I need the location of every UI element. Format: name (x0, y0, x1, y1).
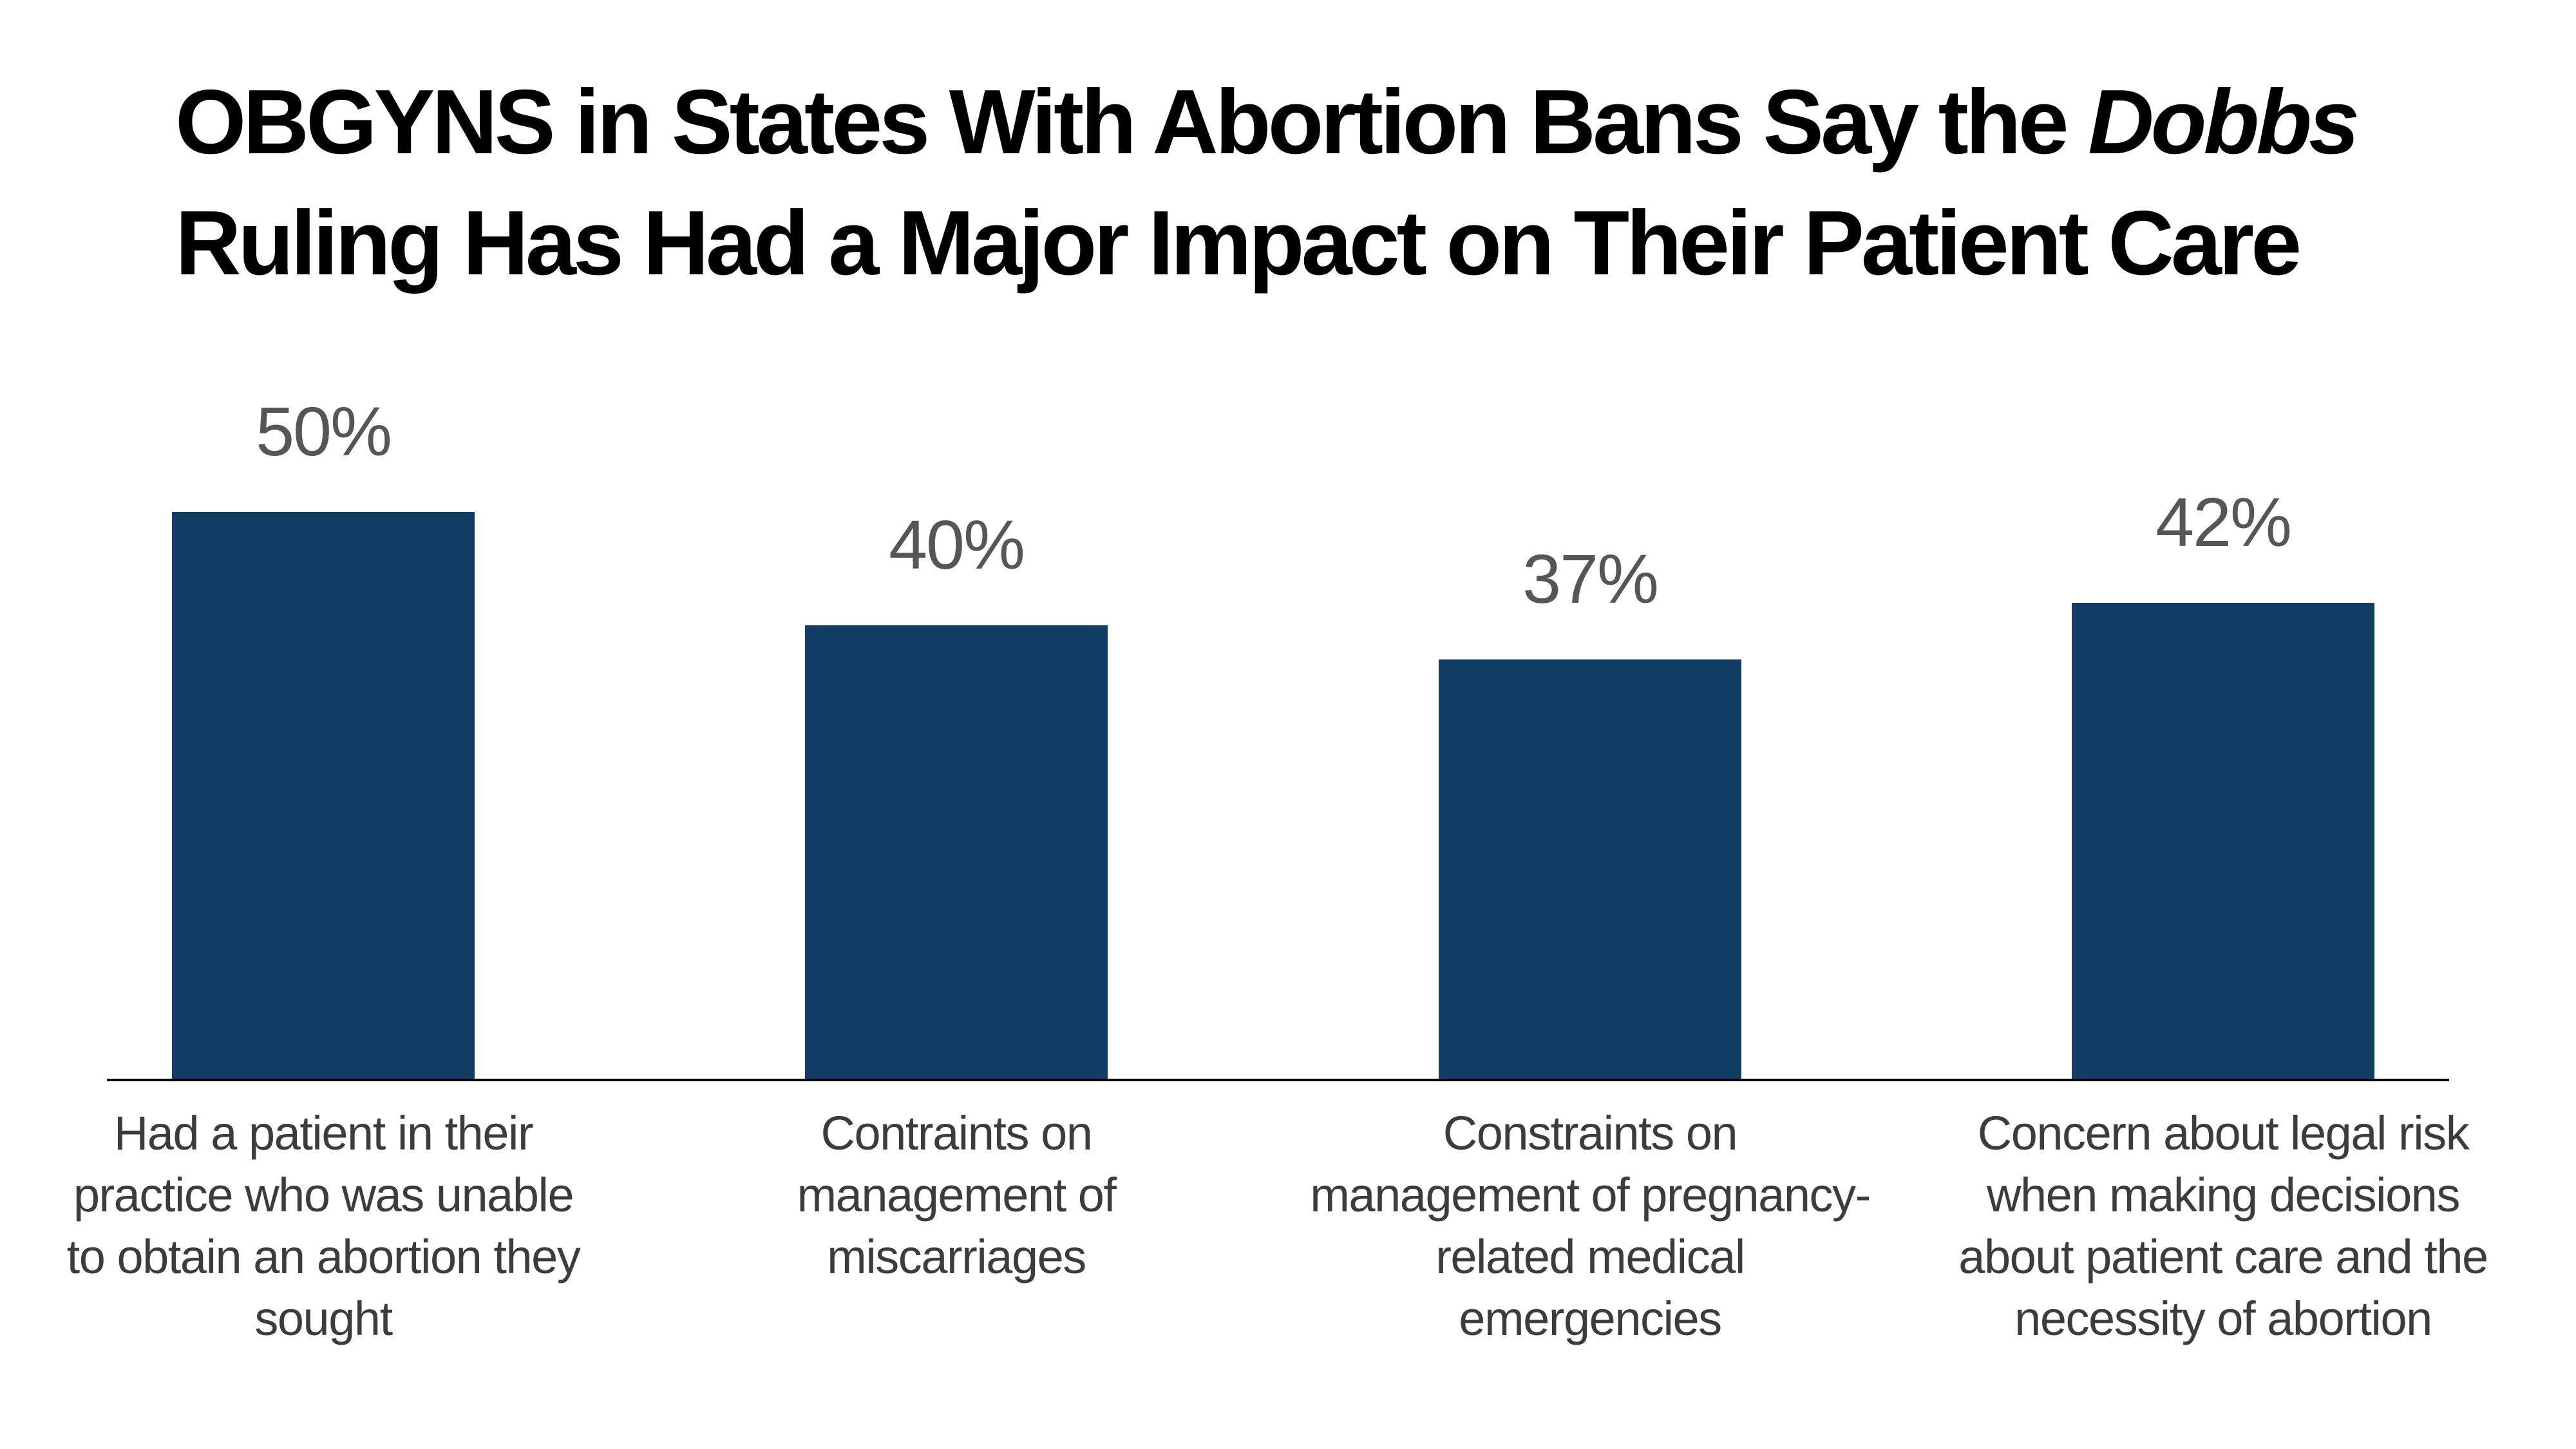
bar-value-label-1: 50% (256, 392, 392, 470)
bar-value-label-2: 40% (889, 506, 1025, 583)
bar-4 (2072, 603, 2374, 1079)
x-axis-line (107, 1079, 2449, 1081)
title-dobbs-italic: Dobbs (2088, 71, 2360, 173)
chart-title: OBGYNS in States With Abortion Bans Say … (175, 62, 2360, 304)
bar-category-label-2: Contraints on management of miscarriages (797, 1106, 1117, 1283)
bar-value-label-3: 37% (1522, 540, 1659, 618)
bar-category-label-4: Concern about legal risk when making dec… (1958, 1106, 2488, 1345)
bar-category-label-3: Constraints on management of pregnancy- … (1310, 1106, 1871, 1345)
bar-3 (1439, 659, 1741, 1079)
title-line-2: Ruling Has Had a Major Impact on Their P… (175, 192, 2302, 294)
title-line-1: OBGYNS in States With Abortion Bans Say … (175, 62, 2360, 183)
title-line-1-text: OBGYNS in States With Abortion Bans Say … (175, 71, 2088, 173)
bar-value-label-4: 42% (2155, 483, 2292, 561)
bar-1 (172, 512, 475, 1079)
bar-2 (805, 625, 1108, 1079)
bar-category-label-1: Had a patient in their practice who was … (66, 1106, 581, 1345)
